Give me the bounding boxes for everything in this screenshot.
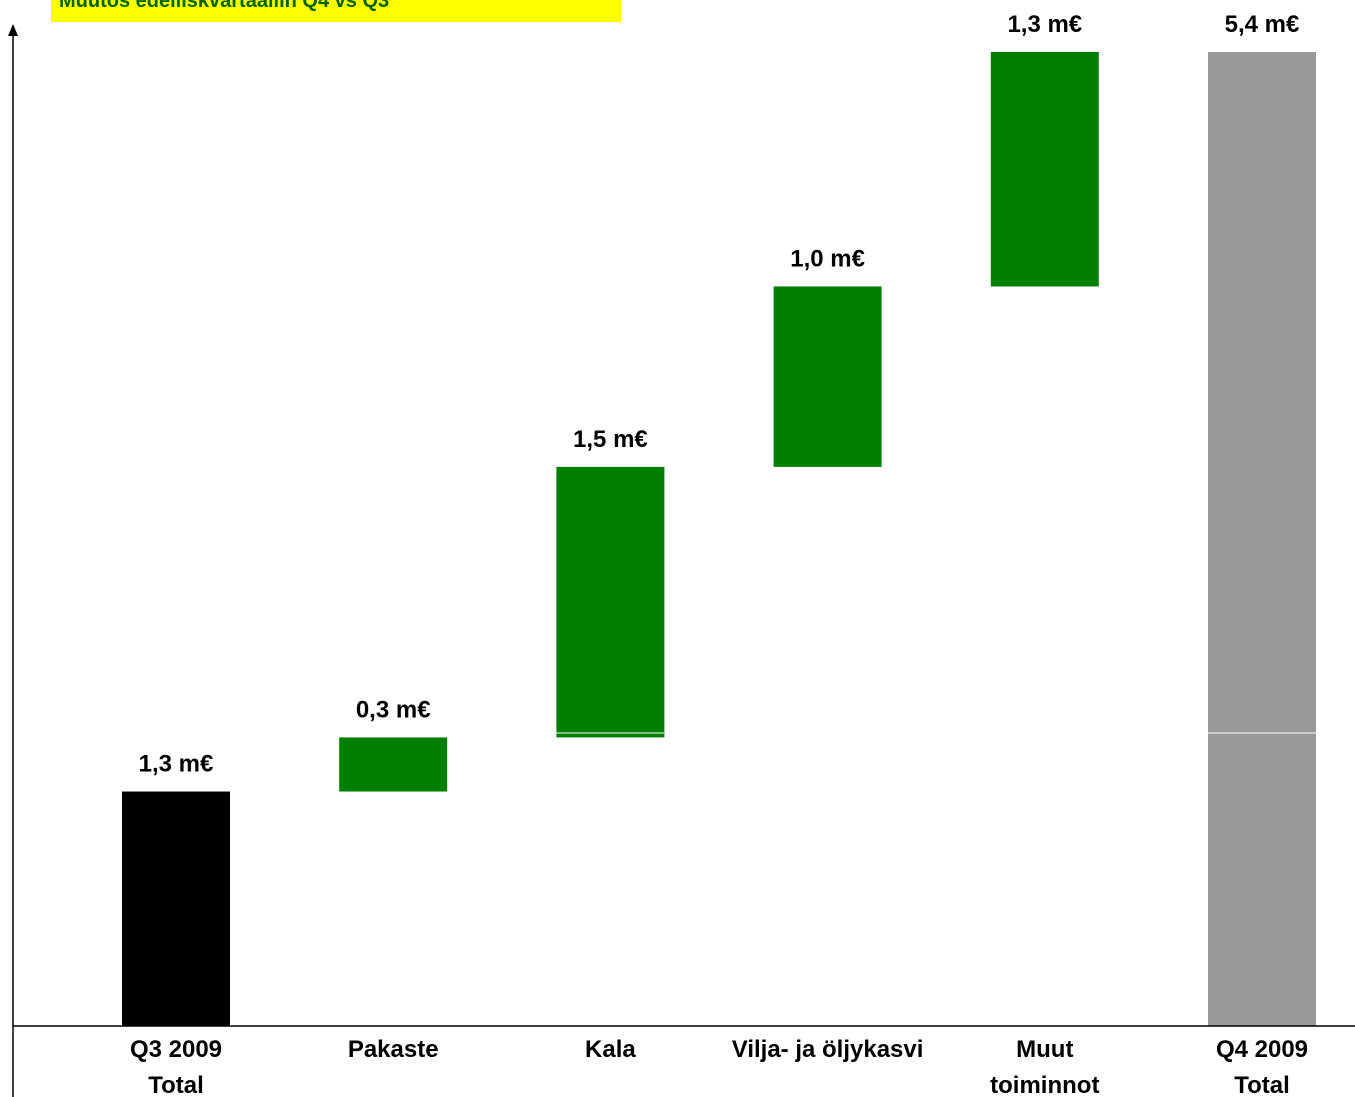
category-label-0: Q3 2009 — [130, 1036, 222, 1063]
value-label-5: 5,4 m€ — [1225, 11, 1300, 38]
y-axis-arrow — [8, 24, 18, 36]
bar-2 — [556, 466, 665, 738]
value-labels-layer: 1,3 m€ 0,3 m€ 1,5 m€ 1,0 m€ 1,3 m€ 5,4 m€ — [139, 11, 1300, 778]
bar-5 — [1208, 52, 1316, 1026]
bar-3 — [773, 286, 882, 467]
value-label-3: 1,0 m€ — [790, 245, 865, 272]
bar-1 — [339, 737, 448, 792]
bar-0 — [122, 791, 230, 1026]
category-label-0-line-1: Total — [148, 1072, 204, 1097]
category-labels-layer: Q3 2009 Total Pakaste Kala Vilja- ja öljykas… — [130, 1036, 1308, 1097]
value-label-0: 1,3 m€ — [139, 751, 214, 778]
category-label-4-line-1: toiminnot — [990, 1072, 1099, 1097]
value-label-2: 1,5 m€ — [573, 426, 648, 453]
category-label-1: Pakaste — [348, 1036, 439, 1063]
category-label-2: Kala — [585, 1036, 636, 1063]
category-label-3: Vilja- ja öljykasvi — [732, 1036, 924, 1063]
chart-title: Muutos edelliskvartaaliin Q4 vs Q3 — [51, 0, 621, 22]
category-label-5: Q4 2009 — [1216, 1036, 1308, 1063]
category-label-4: Muut — [1016, 1036, 1073, 1063]
value-label-1: 0,3 m€ — [356, 696, 431, 723]
bars-layer — [122, 52, 1316, 1026]
category-label-5-line-1: Total — [1234, 1072, 1290, 1097]
bar-4 — [990, 52, 1099, 287]
value-label-4: 1,3 m€ — [1007, 11, 1082, 38]
